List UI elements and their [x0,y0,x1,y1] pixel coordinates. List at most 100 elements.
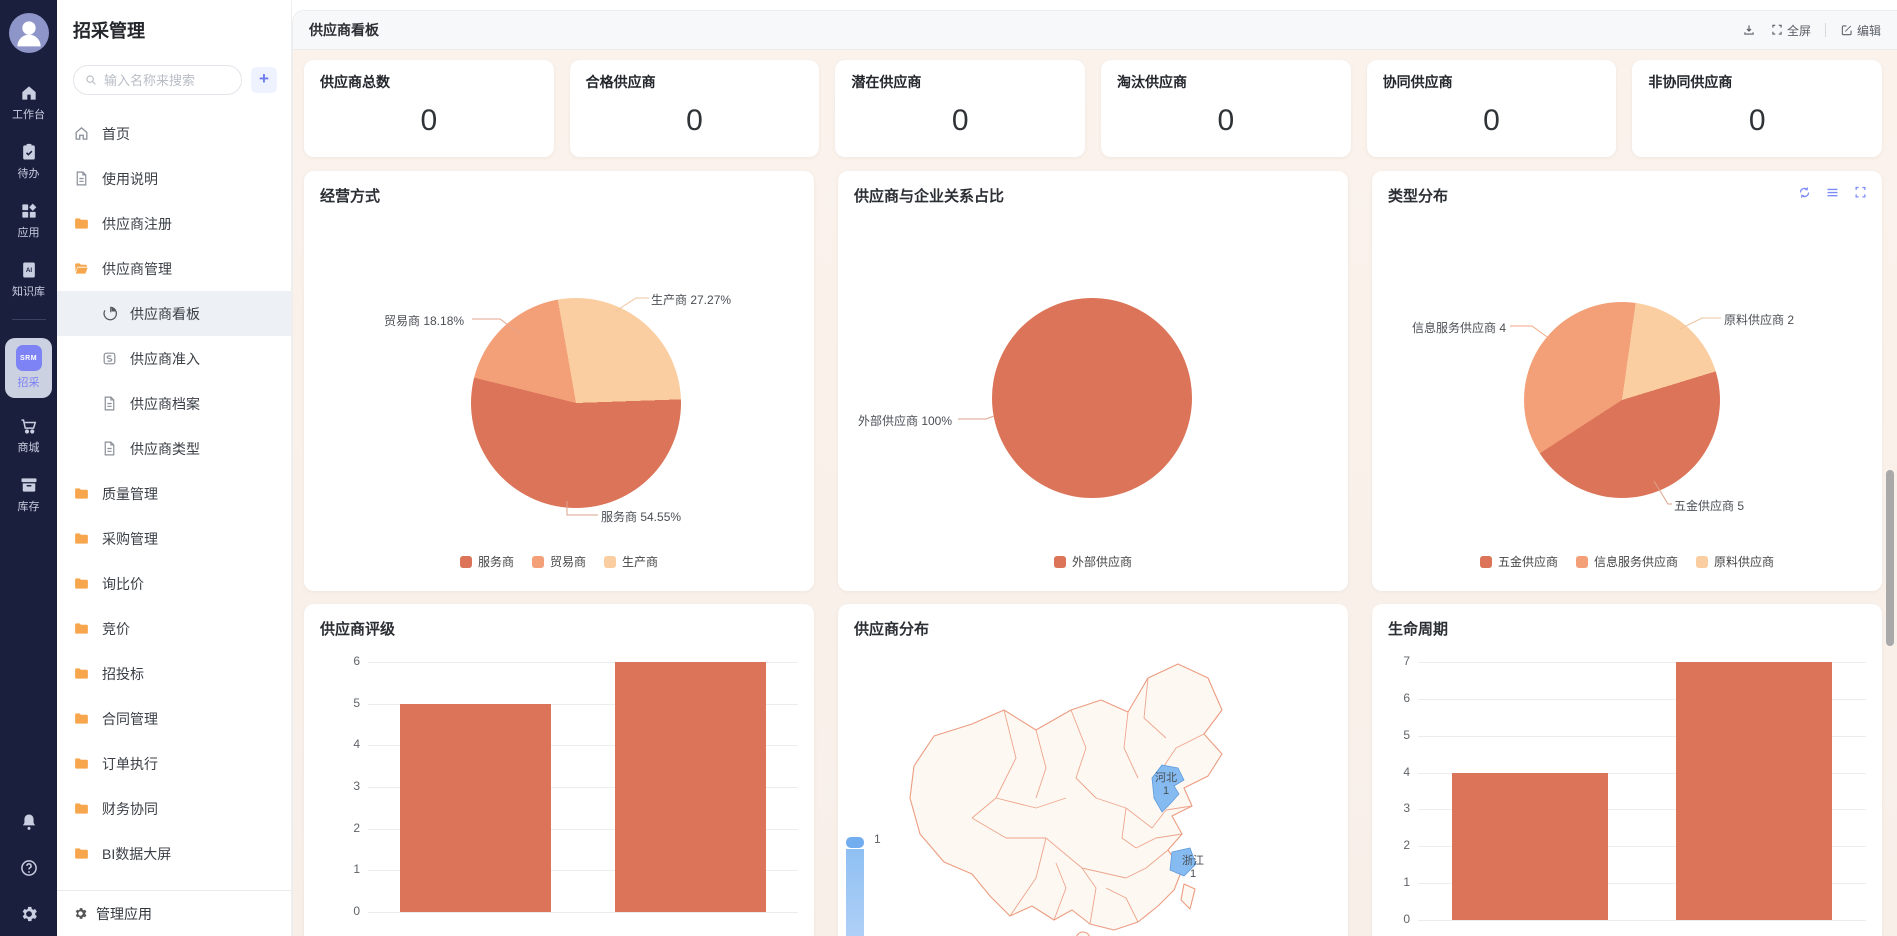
sidebar-item-质量管理[interactable]: 质量管理 [57,471,291,516]
add-button[interactable]: + [251,67,277,93]
expand-icon[interactable] [1853,185,1868,200]
sidebar-item-订单执行[interactable]: 订单执行 [57,741,291,786]
rail-item-srm[interactable]: SRM 招采 [5,338,52,398]
pie-type-distribution [1524,302,1720,498]
rail-item-mall[interactable]: 商城 [0,414,57,457]
sidebar-item-label: 供应商管理 [102,260,172,277]
home-outline-icon [73,125,90,142]
sidebar-item-供应商看板[interactable]: 供应商看板 [57,291,291,336]
scrollbar-thumb[interactable] [1886,470,1894,646]
rail-item-todo[interactable]: 待办 [0,140,57,183]
legend-item-信息服务供应商[interactable]: 信息服务供应商 [1575,553,1678,570]
search-input[interactable] [104,72,231,88]
question-icon[interactable] [19,858,39,878]
bell-icon[interactable] [19,812,39,832]
chart-title: 类型分布 [1388,188,1449,205]
archive-icon [19,475,39,495]
y-tick-label: 6 [353,654,360,668]
y-tick-label: 1 [353,862,360,877]
sidebar-item-label: 使用说明 [102,170,158,187]
refresh-icon[interactable] [1797,185,1812,200]
china-map [909,663,1223,936]
legend-swatch [1575,555,1588,568]
sidebar: 招采管理 + 首页使用说明供应商注册供应商管理供应商看板供应商准入供应商档案供应… [57,0,292,936]
sidebar-item-供应商注册[interactable]: 供应商注册 [57,201,291,246]
main-area: 供应商看板 全屏 编辑 供应商总数 0 合格供应商 0 潜在供应商 0 淘汰供应商 0 协同供应… [292,0,1897,936]
sidebar-item-供应商准入[interactable]: 供应商准入 [57,336,291,381]
edit-button[interactable]: 编辑 [1840,22,1881,39]
gridline [368,745,798,747]
sidebar-item-招投标[interactable]: 招投标 [57,651,291,696]
legend-item-五金供应商[interactable]: 五金供应商 [1479,553,1558,570]
stat-label: 协同供应商 [1382,74,1453,90]
sidebar-item-供应商管理[interactable]: 供应商管理 [57,246,291,291]
avatar[interactable] [8,13,49,53]
stat-value: 0 [951,104,969,137]
folder-icon [73,710,90,727]
sidebar-item-使用说明[interactable]: 使用说明 [57,156,291,201]
gridline [368,662,798,663]
chart-card-lifecycle: 生命周期 0 1 2 3 4 5 6 7 [1372,604,1882,936]
stat-label: 供应商总数 [320,74,390,90]
srm-badge-icon: SRM [15,345,42,371]
sidebar-item-label: 供应商档案 [130,395,200,412]
visualmap-handle[interactable] [846,837,864,848]
rail-divider [11,319,46,320]
folder-icon [73,215,90,232]
chart-title: 供应商评级 [320,621,396,638]
sidebar-item-财务协同[interactable]: 财务协同 [57,786,291,831]
user-icon [16,21,41,47]
sidebar-item-供应商类型[interactable]: 供应商类型 [57,426,291,471]
y-tick-label: 7 [1403,654,1410,668]
gridline [368,828,798,830]
y-tick-label: 2 [1403,838,1410,853]
sidebar-item-供应商档案[interactable]: 供应商档案 [57,381,291,426]
chart-card-business-mode: 经营方式 贸易商 18.18% 生产商 27.27% 服务商 54.55% 服务… [304,171,814,591]
pie-label: 信息服务供应商 4 [1412,321,1507,335]
bar-supplier-rating-0 [400,703,551,912]
doc-s-icon [101,350,118,367]
legend-item-外部供应商[interactable]: 外部供应商 [1053,553,1132,570]
y-tick-label: 4 [1403,764,1410,779]
gear-icon[interactable] [19,904,39,924]
chart-card-type-distribution: 类型分布 信息服务供应商 4 原料供应商 2 五金供应商 5 五金供应商 信息服务… [1372,171,1882,591]
sidebar-item-竞价[interactable]: 竞价 [57,606,291,651]
manage-apps-button[interactable]: 管理应用 [57,890,291,936]
legend-item-原料供应商[interactable]: 原料供应商 [1696,553,1774,570]
chart-legend: 服务商 贸易商 生产商 [304,553,814,570]
rail-item-apps[interactable]: 应用 [0,199,57,242]
download-icon [1744,25,1754,35]
folder-icon [73,800,90,817]
fullscreen-button[interactable]: 全屏 [1770,22,1811,39]
visualmap-max-label: 1 [874,832,881,846]
rail-item-inventory[interactable]: 库存 [0,473,57,516]
y-tick-label: 3 [353,779,360,793]
sidebar-item-label: 供应商注册 [102,215,172,232]
clipboard-icon [19,142,39,162]
sidebar-item-采购管理[interactable]: 采购管理 [57,516,291,561]
folder-icon [73,620,90,637]
folder-icon [73,665,90,682]
search-box[interactable] [73,65,242,95]
map-region-label-zhejiang: 浙江 1 [1182,855,1204,880]
legend-item-生产商[interactable]: 生产商 [604,553,658,570]
legend-item-贸易商[interactable]: 贸易商 [531,553,586,570]
sidebar-item-首页[interactable]: 首页 [57,111,291,156]
sidebar-item-label: 财务协同 [102,800,158,817]
download-button[interactable] [1742,23,1756,37]
chart-title: 供应商分布 [854,621,930,638]
bar-lifecycle-0 [1451,772,1609,920]
sidebar-item-合同管理[interactable]: 合同管理 [57,696,291,741]
rail-item-workbench[interactable]: 工作台 [0,81,57,124]
visualmap-bar [846,849,864,936]
rail-item-knowledge[interactable]: AI 知识库 [0,258,57,301]
y-tick-label: 5 [1403,727,1410,742]
bar-chart-supplier-rating: 0 1 2 3 4 5 6 [353,654,798,918]
folder-icon [73,575,90,592]
pie-label: 五金供应商 5 [1674,499,1745,513]
list-icon[interactable] [1825,185,1840,200]
sidebar-item-BI数据大屏[interactable]: BI数据大屏 [57,831,291,876]
y-tick-label: 3 [1403,801,1410,816]
legend-item-服务商[interactable]: 服务商 [459,553,514,570]
sidebar-item-询比价[interactable]: 询比价 [57,561,291,606]
